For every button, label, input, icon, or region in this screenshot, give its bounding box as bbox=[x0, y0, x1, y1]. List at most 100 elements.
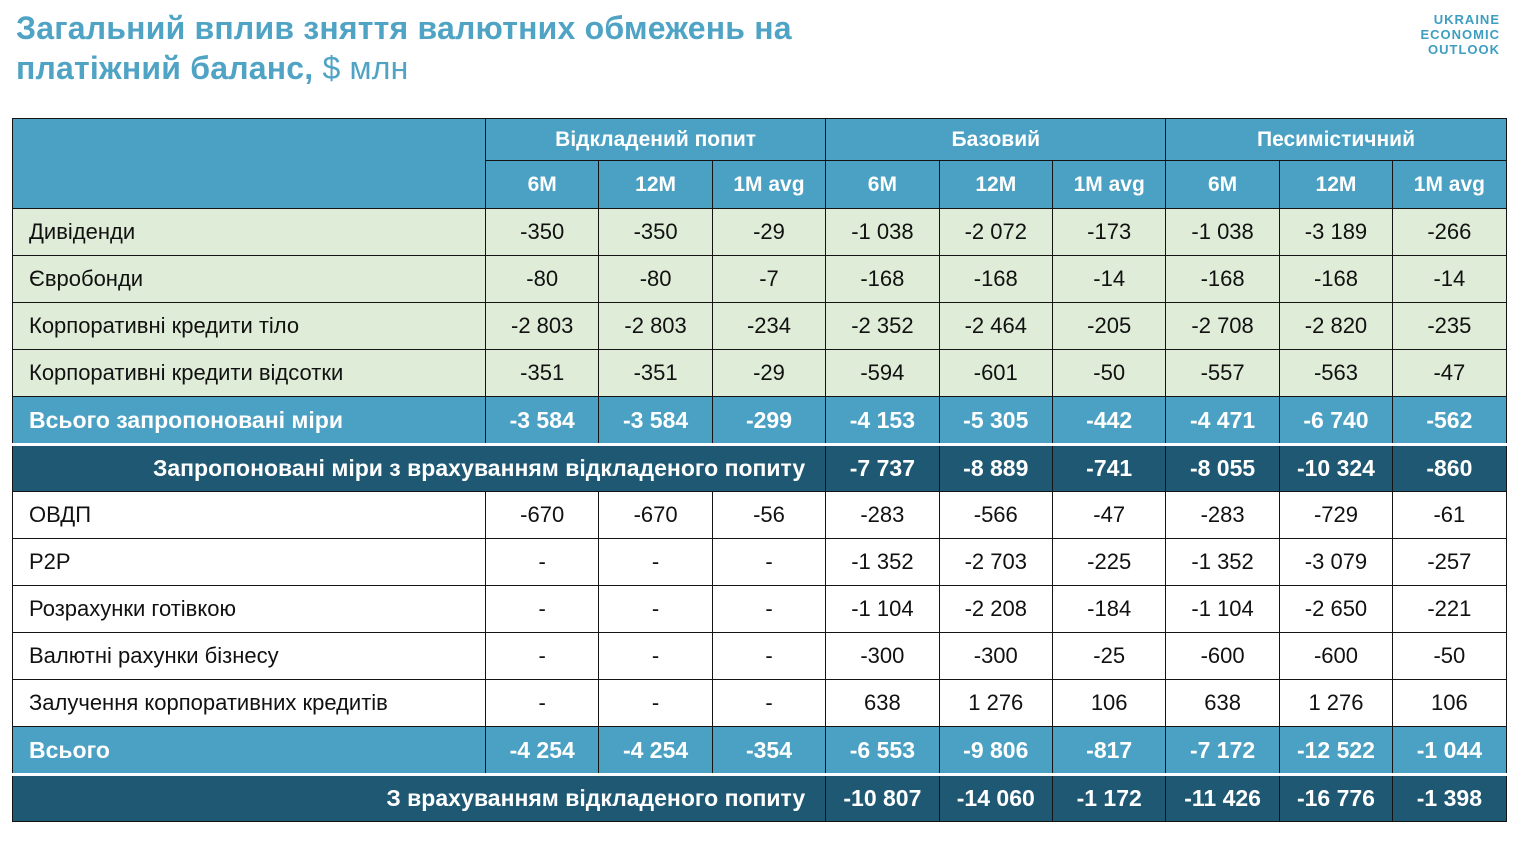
value-cell: -29 bbox=[711, 349, 827, 397]
subheader-row: 6M 12M 1M avg 6M 12M 1M avg 6M 12M 1M av… bbox=[13, 160, 1507, 209]
table-row: Запропоновані міри з врахуванням відклад… bbox=[11, 443, 1507, 492]
value-cell: - bbox=[484, 585, 600, 633]
row-label: Валютні рахунки бізнесу bbox=[12, 632, 486, 680]
corner-cell bbox=[12, 118, 486, 209]
table-row: Дивіденди -350 -350 -29 -1 038 -2 072 -173 -1 0… bbox=[12, 208, 1507, 256]
value-cell: -1 044 bbox=[1392, 726, 1507, 775]
row-label: Корпоративні кредити відсотки bbox=[12, 349, 486, 397]
table-row: Залучення корпоративних кредитів - - -638 1 … bbox=[12, 679, 1507, 727]
value-cell: -16 776 bbox=[1278, 773, 1394, 822]
row-label: Дивіденди bbox=[12, 208, 486, 256]
value-cell: -168 bbox=[1165, 255, 1280, 303]
value-cell: -594 bbox=[825, 349, 940, 397]
table-row: Корпоративні кредити тіло -2 803 -2 803 -23… bbox=[12, 302, 1507, 350]
value-cell: -61 bbox=[1392, 491, 1507, 539]
value-cell: -266 bbox=[1392, 208, 1507, 256]
value-cell: -1 172 bbox=[1051, 773, 1167, 822]
value-cell: -351 bbox=[484, 349, 600, 397]
value-cell: -860 bbox=[1392, 443, 1507, 492]
value-cell: 638 bbox=[1165, 679, 1280, 727]
row-label: Корпоративні кредити тіло bbox=[12, 302, 486, 350]
value-cell: -14 bbox=[1051, 255, 1167, 303]
value-cell: -12 522 bbox=[1278, 726, 1394, 775]
value-cell: -601 bbox=[938, 349, 1053, 397]
value-cell: - bbox=[598, 632, 713, 680]
value-cell: -300 bbox=[938, 632, 1053, 680]
table-row: Всього запропоновані міри -3 584 -3 584 -29… bbox=[12, 396, 1507, 445]
value-cell: -25 bbox=[1051, 632, 1167, 680]
row-label: Євробонди bbox=[12, 255, 486, 303]
value-cell: - bbox=[484, 538, 600, 586]
value-cell: -3 189 bbox=[1278, 208, 1394, 256]
value-cell: -9 806 bbox=[938, 726, 1053, 775]
table-row: P2P - - - -1 352 -2 703 -225 -1 352 -3 079 -257 bbox=[12, 538, 1507, 586]
value-cell: -557 bbox=[1165, 349, 1280, 397]
value-cell: -729 bbox=[1278, 491, 1394, 539]
value-cell: -10 324 bbox=[1278, 443, 1394, 492]
value-cell: -2 803 bbox=[484, 302, 600, 350]
value-cell: -10 807 bbox=[825, 773, 940, 822]
value-cell: -235 bbox=[1392, 302, 1507, 350]
value-cell: -184 bbox=[1051, 585, 1167, 633]
value-cell: -1 104 bbox=[825, 585, 940, 633]
table-row: Корпоративні кредити відсотки -351 -351 -29… bbox=[12, 349, 1507, 397]
value-cell: -562 bbox=[1392, 396, 1507, 445]
subheader-cell: 1M avg bbox=[1051, 160, 1167, 209]
value-cell: -168 bbox=[938, 255, 1053, 303]
value-cell: 638 bbox=[825, 679, 940, 727]
value-cell: -1 104 bbox=[1165, 585, 1280, 633]
value-cell: -2 803 bbox=[598, 302, 713, 350]
value-cell: -670 bbox=[484, 491, 600, 539]
value-cell: -5 305 bbox=[938, 396, 1053, 445]
value-cell: -670 bbox=[598, 491, 713, 539]
value-cell: -3 584 bbox=[484, 396, 600, 445]
value-cell: -173 bbox=[1051, 208, 1167, 256]
value-cell: -6 740 bbox=[1278, 396, 1394, 445]
value-cell: 106 bbox=[1051, 679, 1167, 727]
table-row: ОВДП -670 -670 -56 -283 -566 -47 -283 -729 -61 bbox=[12, 491, 1507, 539]
value-cell: -234 bbox=[711, 302, 827, 350]
value-cell: -50 bbox=[1051, 349, 1167, 397]
value-cell: -2 708 bbox=[1165, 302, 1280, 350]
value-cell: -56 bbox=[711, 491, 827, 539]
value-cell: -50 bbox=[1392, 632, 1507, 680]
value-cell: -80 bbox=[484, 255, 600, 303]
value-cell: -11 426 bbox=[1165, 773, 1280, 822]
value-cell: - bbox=[711, 538, 827, 586]
value-cell: 1 276 bbox=[938, 679, 1053, 727]
group-header-row: Відкладений попит Базовий Песимістичний bbox=[12, 118, 1507, 209]
value-cell: - bbox=[598, 585, 713, 633]
value-cell: -14 060 bbox=[938, 773, 1053, 822]
value-cell: -300 bbox=[825, 632, 940, 680]
table-row: З врахуванням відкладеного попиту -10 807… bbox=[11, 773, 1507, 822]
row-label: З врахуванням відкладеного попиту bbox=[11, 773, 827, 822]
value-cell: -563 bbox=[1278, 349, 1394, 397]
value-cell: -29 bbox=[711, 208, 827, 256]
value-cell: -1 352 bbox=[825, 538, 940, 586]
value-cell: -8 055 bbox=[1165, 443, 1280, 492]
value-cell: 1 276 bbox=[1278, 679, 1394, 727]
group-header-base: Базовий bbox=[825, 118, 1167, 161]
row-label: ОВДП bbox=[12, 491, 486, 539]
value-cell: -2 208 bbox=[938, 585, 1053, 633]
value-cell: -3 584 bbox=[598, 396, 713, 445]
value-cell: -2 352 bbox=[825, 302, 940, 350]
value-cell: -1 352 bbox=[1165, 538, 1280, 586]
value-cell: -1 038 bbox=[825, 208, 940, 256]
value-cell: -47 bbox=[1392, 349, 1507, 397]
subheader-cell: 12M bbox=[598, 160, 713, 209]
subheader-cell: 12M bbox=[938, 160, 1053, 209]
value-cell: - bbox=[598, 538, 713, 586]
group-header-pessimistic: Песимістичний bbox=[1165, 118, 1507, 161]
value-cell: -14 bbox=[1392, 255, 1507, 303]
row-label: Запропоновані міри з врахуванням відклад… bbox=[11, 443, 827, 492]
row-label: Залучення корпоративних кредитів bbox=[12, 679, 486, 727]
value-cell: -7 bbox=[711, 255, 827, 303]
value-cell: - bbox=[484, 632, 600, 680]
value-cell: -6 553 bbox=[825, 726, 940, 775]
value-cell: -205 bbox=[1051, 302, 1167, 350]
subheader-cell: 6M bbox=[825, 160, 940, 209]
value-cell: -2 464 bbox=[938, 302, 1053, 350]
value-cell: - bbox=[711, 632, 827, 680]
